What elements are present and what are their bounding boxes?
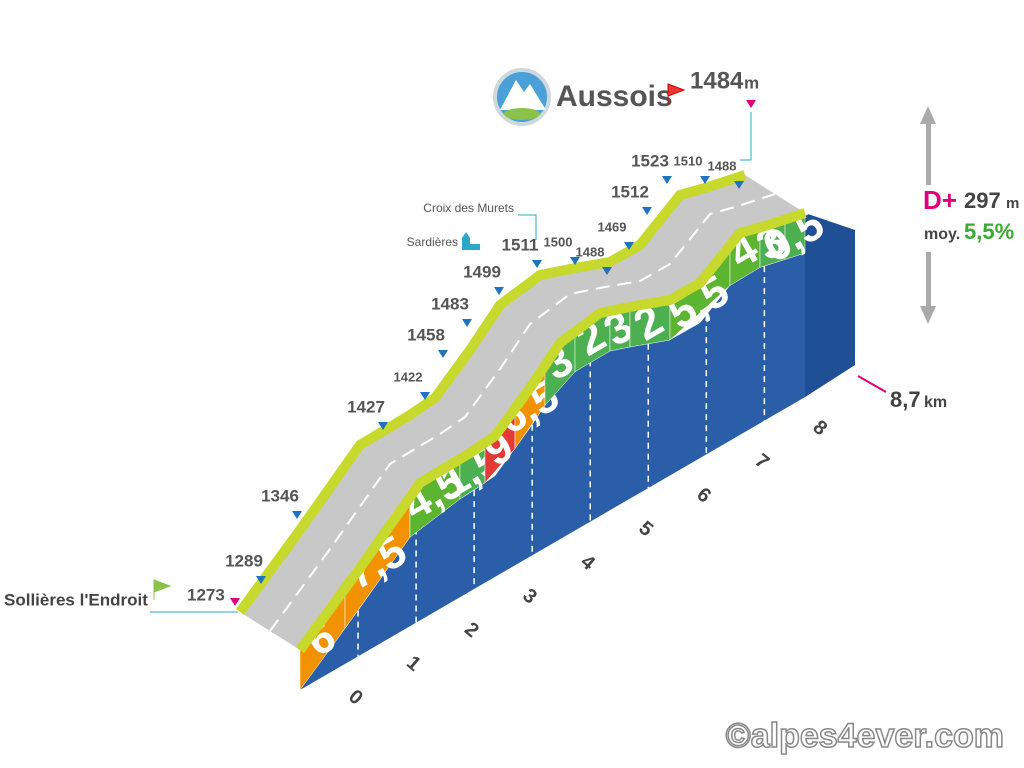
side-wall — [300, 253, 805, 690]
distance-unit: km — [924, 394, 947, 411]
height-arrow — [920, 106, 936, 324]
summit-name: Aussois — [556, 80, 673, 113]
altitude-marker — [494, 287, 504, 295]
km-label: 8 — [808, 416, 831, 440]
distance-leader — [857, 375, 887, 393]
altitude-marker — [602, 267, 612, 275]
altitude-label: 1499 — [463, 262, 501, 281]
altitude-label: 1523 — [631, 151, 669, 170]
road-center — [269, 193, 776, 632]
altitude-label: 1511 — [502, 235, 539, 254]
start-altitude: 1273 — [187, 585, 225, 604]
altitude-label: 1427 — [347, 397, 385, 416]
altitude-marker — [570, 257, 580, 265]
altitude-marker — [532, 260, 542, 268]
start-flag — [153, 579, 172, 600]
altitude-marker — [462, 319, 472, 327]
altitude-label: 1488 — [708, 158, 737, 173]
summit-marker — [746, 100, 756, 108]
altitude-marker — [256, 576, 266, 584]
road-edge — [295, 208, 807, 653]
summit-altitude: 1484 — [690, 67, 744, 94]
credit: ©alpes4ever.com — [726, 717, 1004, 755]
km-label: 2 — [460, 618, 483, 642]
altitude-marker — [642, 207, 652, 215]
altitude-label: 1346 — [261, 486, 299, 505]
summit-flag — [667, 83, 686, 104]
gain-label: D+ — [923, 185, 957, 215]
altitude-marker — [734, 181, 744, 189]
km-label: 0 — [344, 685, 367, 709]
altitude-label: 1469 — [598, 219, 627, 234]
landmark-label: Sardières — [407, 235, 458, 249]
altitude-label: 1512 — [611, 182, 649, 201]
altitude-label: 1488 — [576, 244, 605, 259]
km-label: 4 — [576, 551, 599, 576]
summit-leader — [740, 112, 752, 161]
altitude-marker — [378, 422, 388, 430]
altitude-label: 1422 — [394, 369, 423, 384]
altitude-label: 1289 — [225, 551, 263, 570]
landmark-label: Croix des Murets — [423, 201, 514, 215]
gain-value: 297 — [964, 188, 1001, 213]
end-wall — [805, 213, 855, 398]
altitude-marker — [662, 176, 672, 184]
start-name: Sollières l'Endroit — [4, 590, 148, 609]
altitude-marker — [700, 176, 710, 184]
altitude-marker — [420, 392, 430, 400]
km-label: 5 — [634, 517, 657, 541]
start-marker — [230, 598, 240, 606]
altitude-label: 1510 — [674, 153, 703, 168]
km-label: 7 — [750, 450, 773, 474]
summit-icon — [493, 68, 551, 126]
km-label: 6 — [692, 483, 715, 507]
summit-unit: m — [744, 73, 759, 92]
church-icon — [462, 232, 480, 250]
altitude-label: 1458 — [407, 325, 445, 344]
altitude-marker — [438, 350, 448, 358]
avg-value: 5,5% — [964, 219, 1014, 244]
altitude-label: 1500 — [544, 234, 573, 249]
gain-unit: m — [1006, 195, 1019, 212]
landmark-leader — [518, 214, 537, 240]
altitude-marker — [624, 242, 634, 250]
km-label: 3 — [518, 584, 541, 608]
road-edge — [235, 170, 747, 615]
distance-value: 8,7 — [890, 387, 921, 412]
avg-label: moy. — [924, 226, 960, 243]
altitude-label: 1483 — [431, 294, 469, 313]
km-label: 1 — [402, 652, 425, 676]
altitude-marker — [292, 511, 302, 519]
